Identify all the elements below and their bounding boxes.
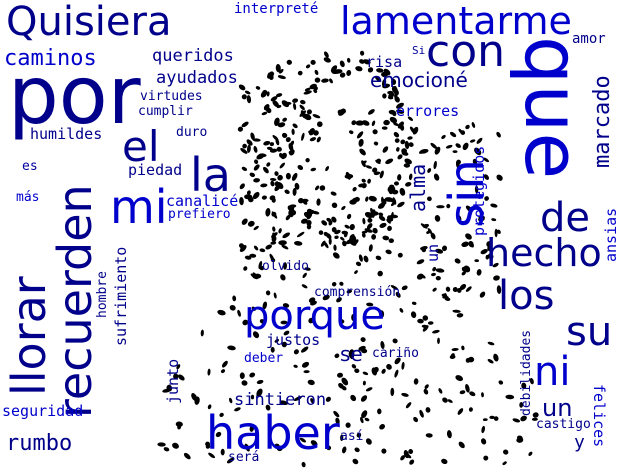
- word-haber: haber: [206, 406, 340, 460]
- word-de: de: [540, 195, 590, 241]
- word-seguridad: seguridad: [2, 402, 84, 420]
- word-asi: así: [340, 429, 364, 444]
- word-interprete: interpreté: [234, 1, 319, 17]
- word-humildes: humildes: [30, 125, 103, 143]
- word-un: un: [542, 394, 573, 422]
- word-llorar: llorar: [2, 276, 56, 396]
- word-amor: amor: [572, 31, 606, 47]
- word-castigo: castigo: [536, 417, 591, 432]
- word-que: que: [508, 36, 597, 180]
- word-virtudes: virtudes: [140, 89, 203, 104]
- word-justos: justos: [266, 331, 321, 349]
- word-piedad: piedad: [128, 161, 183, 179]
- word-debilidades: debilidades: [519, 329, 534, 416]
- word-rumbo: rumbo: [6, 431, 73, 456]
- word-queridos: queridos: [152, 46, 234, 66]
- word-risa: risa: [366, 53, 403, 71]
- word-si: Si: [412, 44, 426, 57]
- word-errores: errores: [396, 102, 460, 120]
- word-caminos: caminos: [4, 46, 97, 71]
- word-es: es: [22, 159, 38, 174]
- word-porque: porque: [244, 293, 385, 339]
- word-recuerden: recuerden: [48, 184, 102, 418]
- word-la: la: [190, 148, 231, 202]
- word-el: el: [122, 122, 160, 171]
- word-mas: más: [16, 190, 40, 205]
- word-canalice: canalicé: [166, 192, 239, 210]
- word-ansias: ansias: [602, 207, 620, 262]
- word-lamentarme: lamentarme: [340, 0, 572, 43]
- word-mi: mi: [110, 180, 168, 234]
- word-con: con: [426, 26, 505, 77]
- word-marcado: marcado: [590, 75, 615, 168]
- word-ni: ni: [534, 349, 571, 395]
- word-duro: duro: [176, 125, 208, 140]
- word-deber: deber: [244, 351, 284, 366]
- word-olvido: olvido: [262, 259, 309, 274]
- word-su: su: [566, 309, 613, 355]
- word-junto: junto: [164, 358, 182, 404]
- word-un-vertical: un: [424, 243, 442, 262]
- word-comprension: comprensión: [314, 285, 401, 300]
- word-quisiera: Quisiera: [6, 0, 172, 45]
- word-por: por: [8, 49, 141, 142]
- word-hombre: hombre: [95, 271, 110, 318]
- word-alma: alma: [406, 163, 430, 212]
- word-protegidos: protegidos: [470, 145, 488, 236]
- word-los: los: [498, 273, 555, 319]
- word-sera: será: [228, 450, 260, 465]
- word-felices: felices: [590, 384, 608, 448]
- word-ayudados: ayudados: [156, 68, 238, 88]
- word-sufrimiento: sufrimiento: [112, 246, 130, 346]
- word-hecho: hecho: [486, 231, 602, 275]
- word-prefiero: prefiero: [168, 207, 231, 222]
- word-emociones: emocioné: [370, 68, 468, 92]
- word-sintieron: sintieron: [234, 390, 327, 410]
- word-carino: cariño: [372, 346, 419, 361]
- word-y: y: [574, 432, 585, 453]
- word-se: se: [340, 342, 363, 366]
- word-cumplir: cumplir: [138, 104, 193, 119]
